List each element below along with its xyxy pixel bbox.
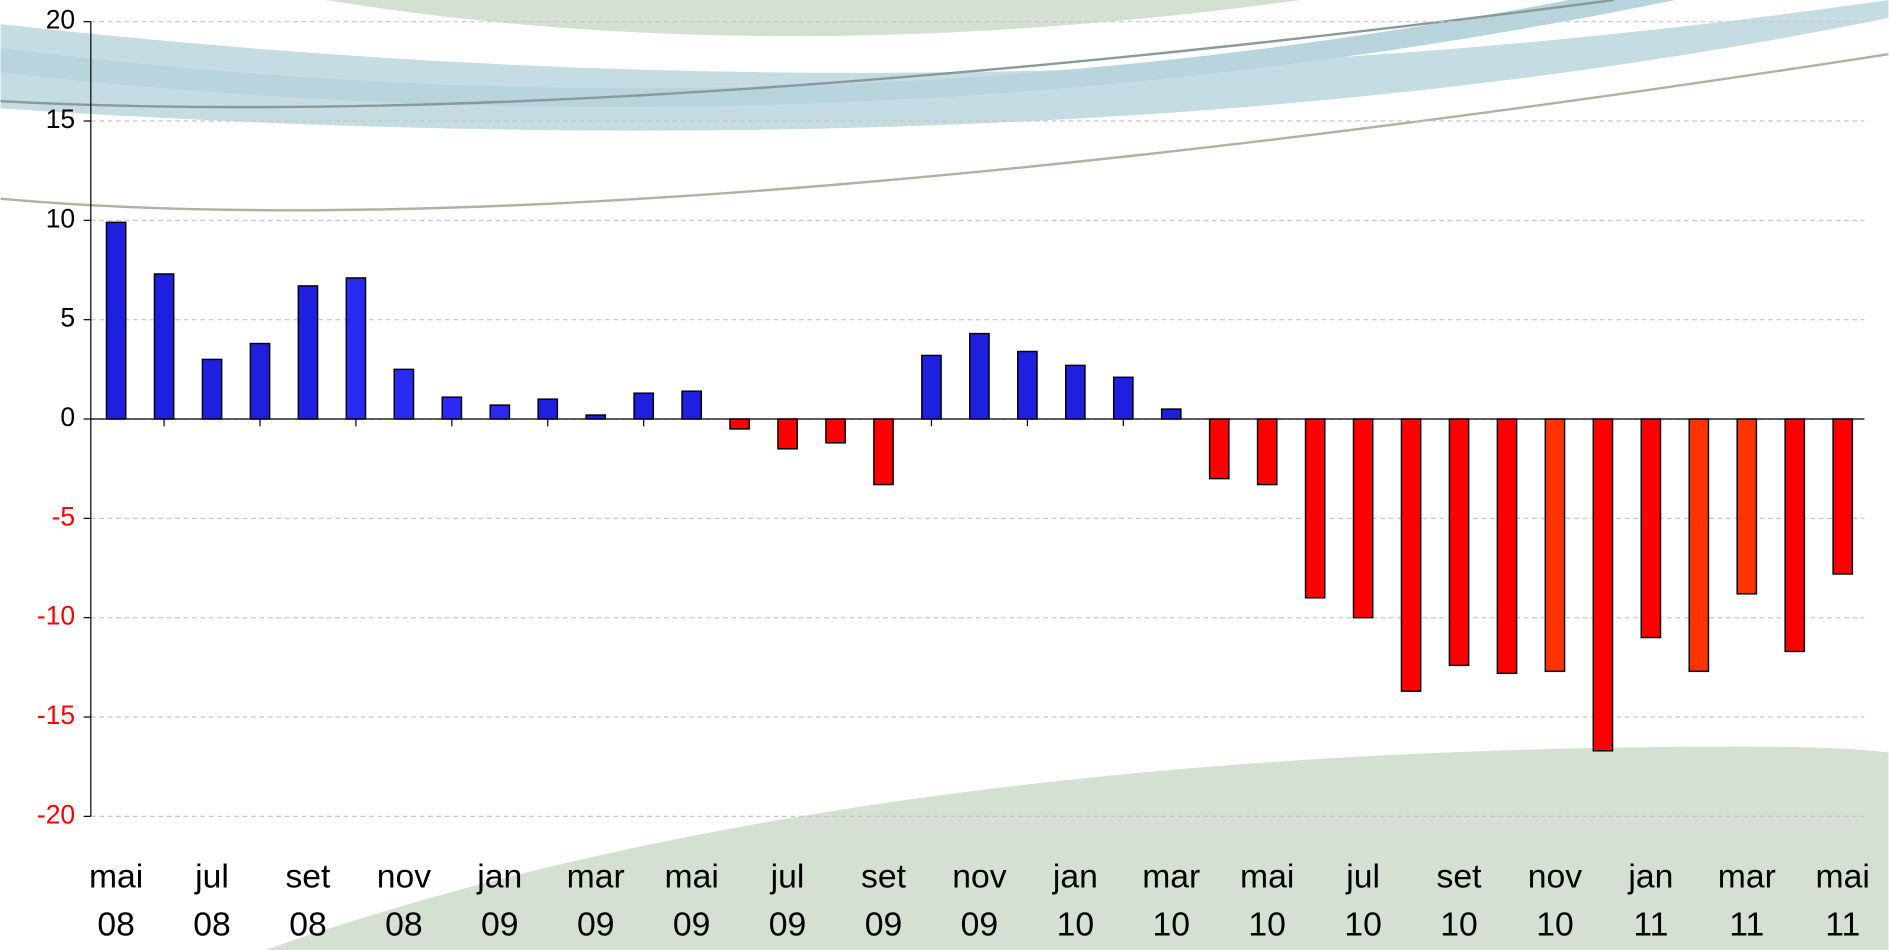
x-tick-label-box: set 08 xyxy=(271,852,346,950)
x-tick-label-box: mar 11 xyxy=(1709,852,1784,950)
bar xyxy=(298,286,317,419)
bar xyxy=(202,359,221,419)
x-tick-label: mai 09 xyxy=(654,852,729,948)
bar xyxy=(1210,419,1229,479)
x-tick-label-box: nov 08 xyxy=(367,852,442,950)
bar xyxy=(1497,419,1516,673)
bar xyxy=(1689,419,1708,671)
x-tick-label: jul 08 xyxy=(175,852,250,948)
bar xyxy=(682,391,701,419)
x-tick-label: mai 08 xyxy=(79,852,154,948)
bar xyxy=(1401,419,1420,691)
y-tick-label: 20 xyxy=(46,5,75,35)
bar xyxy=(586,415,605,419)
bar xyxy=(730,419,749,429)
x-tick-label: jul 09 xyxy=(750,852,825,948)
bar xyxy=(1258,419,1277,485)
bar xyxy=(634,393,653,419)
bar xyxy=(1162,409,1181,419)
bar xyxy=(826,419,845,443)
x-tick-label: nov 09 xyxy=(942,852,1017,948)
bar xyxy=(922,355,941,419)
x-tick-label-box: mai 10 xyxy=(1230,852,1305,950)
x-tick-label-box: set 09 xyxy=(846,852,921,950)
x-tick-label: mai 11 xyxy=(1805,852,1880,948)
bar xyxy=(874,419,893,485)
x-tick-label: nov 08 xyxy=(367,852,442,948)
x-tick-label-box: jan 09 xyxy=(462,852,537,950)
x-tick-label-box: jul 10 xyxy=(1326,852,1401,950)
x-tick-label: nov 10 xyxy=(1518,852,1593,948)
x-tick-label: jan 09 xyxy=(462,852,537,948)
bar xyxy=(1066,365,1085,419)
x-tick-label-box: nov 10 xyxy=(1518,852,1593,950)
x-tick-label: jan 11 xyxy=(1614,852,1689,948)
bar xyxy=(778,419,797,449)
bar xyxy=(106,222,125,419)
x-tick-label-box: mai 11 xyxy=(1805,852,1880,950)
x-tick-label-box: jul 09 xyxy=(750,852,825,950)
chart: 20 15 10 5 0 -5 -10 -15 -20mai 08 jul 08 set 08 nov… xyxy=(0,0,1889,950)
x-tick-label: mai 10 xyxy=(1230,852,1305,948)
bar xyxy=(1737,419,1756,594)
y-tick-label: -5 xyxy=(52,501,76,531)
y-tick-label: 0 xyxy=(60,402,75,432)
bar xyxy=(1593,419,1612,751)
x-tick-label-box: jan 10 xyxy=(1038,852,1113,950)
x-tick-label: mar 11 xyxy=(1709,852,1784,948)
x-tick-label-box: mar 09 xyxy=(558,852,633,950)
x-tick-label-box: mai 08 xyxy=(79,852,154,950)
bar xyxy=(1641,419,1660,638)
y-tick-label: 10 xyxy=(46,203,75,233)
y-tick-label: 15 xyxy=(46,104,75,134)
x-tick-label: jan 10 xyxy=(1038,852,1113,948)
x-tick-label-box: set 10 xyxy=(1422,852,1497,950)
bar xyxy=(1306,419,1325,598)
bar xyxy=(1018,351,1037,419)
y-tick-label: -10 xyxy=(37,601,75,631)
x-tick-label-box: nov 09 xyxy=(942,852,1017,950)
x-tick-label-box: jul 08 xyxy=(175,852,250,950)
x-tick-label: set 08 xyxy=(271,852,346,948)
bar xyxy=(1353,419,1372,618)
y-tick-label: 5 xyxy=(60,303,75,333)
bar xyxy=(1449,419,1468,665)
bar xyxy=(1545,419,1564,671)
x-tick-label: jul 10 xyxy=(1326,852,1401,948)
bar xyxy=(346,278,365,419)
y-tick-label: -15 xyxy=(37,700,75,730)
bar xyxy=(154,274,173,419)
bar xyxy=(538,399,557,419)
x-tick-label-box: mar 10 xyxy=(1134,852,1209,950)
x-tick-label: mar 09 xyxy=(558,852,633,948)
x-tick-label: set 09 xyxy=(846,852,921,948)
x-tick-label-box: mai 09 xyxy=(654,852,729,950)
bar xyxy=(970,334,989,419)
bar xyxy=(1785,419,1804,651)
bar xyxy=(250,344,269,419)
y-tick-label: -20 xyxy=(37,799,75,829)
x-tick-label: mar 10 xyxy=(1134,852,1209,948)
bar xyxy=(394,369,413,419)
bar xyxy=(1833,419,1852,574)
bar xyxy=(442,397,461,419)
bar xyxy=(490,405,509,419)
bar xyxy=(1114,377,1133,419)
x-tick-label: set 10 xyxy=(1422,852,1497,948)
x-tick-label-box: jan 11 xyxy=(1614,852,1689,950)
